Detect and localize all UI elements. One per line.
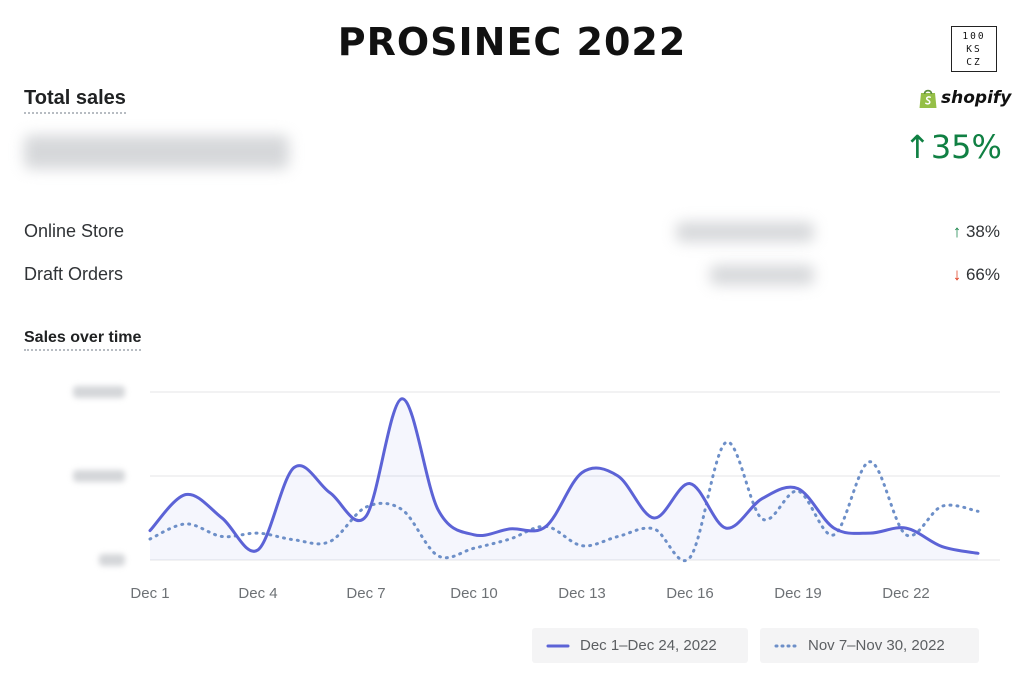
100kscz-logo: 100 KS CZ <box>951 26 997 72</box>
x-tick-label: Dec 10 <box>450 585 498 602</box>
y-tick-label-obscured <box>99 554 125 566</box>
x-tick-label: Dec 16 <box>666 585 714 602</box>
arrow-up-icon: ↑ <box>904 128 931 166</box>
draft-orders-change-pct: 66% <box>965 265 1000 284</box>
arrow-down-icon: ↓ <box>952 265 962 284</box>
logo-line: CZ <box>966 56 982 68</box>
total-sales-value-obscured <box>24 135 289 169</box>
page-headline: PROSINEC 2022 <box>337 20 687 64</box>
online-store-change-pct: 38% <box>965 222 1000 241</box>
x-tick-label: Dec 4 <box>238 585 277 602</box>
total-sales-change-pct: 35% <box>930 128 1002 166</box>
x-tick-label: Dec 1 <box>130 585 169 602</box>
x-tick-label: Dec 19 <box>774 585 822 602</box>
shopify-brand: shopify <box>918 86 1011 110</box>
x-tick-label: Dec 22 <box>882 585 930 602</box>
solid-line-swatch-icon <box>546 644 570 647</box>
shopify-wordmark: shopify <box>941 88 1012 108</box>
legend-label: Nov 7–Nov 30, 2022 <box>808 637 945 654</box>
current-period-area <box>150 398 978 560</box>
draft-orders-label: Draft Orders <box>24 264 124 284</box>
legend-previous-period[interactable]: Nov 7–Nov 30, 2022 <box>760 628 979 663</box>
online-store-change: ↑ 38% <box>953 222 1000 242</box>
logo-line: 100 <box>962 30 986 42</box>
arrow-up-icon: ↑ <box>952 222 962 241</box>
shopify-bag-icon <box>919 89 937 108</box>
legend-label: Dec 1–Dec 24, 2022 <box>580 637 717 654</box>
legend-current-period[interactable]: Dec 1–Dec 24, 2022 <box>532 628 748 663</box>
dotted-line-swatch-icon <box>774 644 798 647</box>
logo-line: KS <box>966 43 982 55</box>
y-tick-label-obscured <box>73 386 125 398</box>
y-tick-label-obscured <box>73 470 125 482</box>
total-sales-change: ↑35% <box>904 128 1002 166</box>
online-store-value-obscured <box>676 222 814 242</box>
current-period-line <box>148 397 980 555</box>
online-store-label: Online Store <box>24 221 125 241</box>
previous-period-line <box>148 440 980 562</box>
total-sales-label[interactable]: Total sales <box>24 87 126 114</box>
x-tick-label: Dec 13 <box>558 585 606 602</box>
draft-orders-change: ↓ 66% <box>953 265 1000 285</box>
sales-over-time-chart: Dec 1 Dec 4 Dec 7 Dec 10 Dec 13 Dec 16 Dec 19 D… <box>73 386 1000 602</box>
x-tick-label: Dec 7 <box>346 585 385 602</box>
draft-orders-value-obscured <box>710 265 814 285</box>
sales-over-time-label[interactable]: Sales over time <box>24 329 142 351</box>
